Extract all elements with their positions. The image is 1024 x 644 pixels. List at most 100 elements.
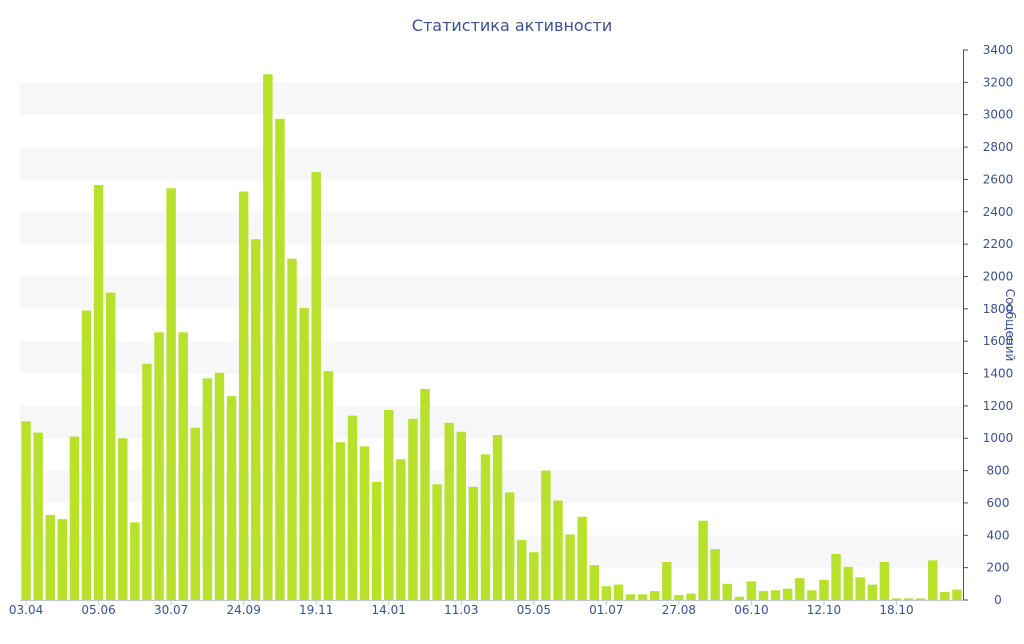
- bar: [444, 422, 454, 600]
- bar: [33, 432, 43, 600]
- bar: [589, 565, 599, 600]
- bar: [480, 454, 491, 600]
- bar: [371, 481, 382, 600]
- bar: [758, 591, 769, 600]
- bar: [251, 239, 261, 600]
- y-tick-label: 0: [994, 593, 1002, 607]
- x-tick-label: 30.07: [154, 603, 188, 617]
- bar: [915, 598, 926, 600]
- bar: [517, 540, 527, 600]
- grid-band: [20, 470, 963, 503]
- bar: [93, 185, 104, 600]
- y-tick-label: 3400: [983, 43, 1014, 57]
- y-tick-label: 3200: [983, 75, 1014, 89]
- bar: [238, 191, 249, 601]
- bars-group: [21, 74, 962, 601]
- bar: [347, 415, 358, 600]
- bar: [698, 520, 708, 600]
- bar: [734, 596, 745, 600]
- bar: [637, 594, 648, 600]
- bar: [130, 522, 140, 600]
- bar: [650, 591, 660, 600]
- bar: [565, 534, 575, 600]
- bar: [940, 591, 950, 600]
- grid-band: [20, 535, 963, 568]
- bar: [311, 172, 321, 600]
- bar: [263, 74, 273, 600]
- x-tick-label: 03.04: [9, 603, 43, 617]
- bar: [625, 594, 636, 600]
- bar: [214, 372, 225, 600]
- x-tick-label: 05.06: [81, 603, 115, 617]
- y-tick-label: 2800: [983, 140, 1014, 154]
- bar: [891, 598, 902, 600]
- grid-band: [20, 82, 963, 115]
- grid-band: [20, 276, 963, 309]
- bar: [142, 363, 152, 600]
- bar: [408, 418, 418, 600]
- bar: [529, 552, 539, 600]
- bar: [577, 516, 587, 600]
- bar: [81, 310, 92, 600]
- bar: [178, 332, 188, 600]
- grid-band: [20, 341, 963, 374]
- y-tick-label: 600: [987, 496, 1010, 510]
- bar: [323, 371, 333, 600]
- bar: [21, 421, 31, 600]
- bar: [746, 581, 757, 600]
- x-tick-label: 12.10: [807, 603, 841, 617]
- bar: [190, 427, 201, 600]
- bar: [432, 484, 442, 600]
- bar: [843, 566, 853, 600]
- bar: [45, 515, 55, 600]
- bar: [674, 595, 684, 600]
- bar: [299, 308, 309, 600]
- grid-band: [20, 405, 963, 439]
- x-tick-label: 11.03: [444, 603, 478, 617]
- y-tick-label: 800: [987, 464, 1010, 478]
- x-tick-label: 14.01: [372, 603, 406, 617]
- bar: [154, 332, 164, 600]
- bar: [105, 292, 116, 600]
- bar: [226, 396, 237, 600]
- bar: [335, 442, 346, 600]
- bar: [795, 578, 805, 600]
- chart-title: Статистика активности: [412, 16, 612, 35]
- bar: [57, 519, 68, 600]
- x-tick-label: 18.10: [879, 603, 913, 617]
- bar: [118, 438, 128, 600]
- bar: [69, 436, 80, 600]
- bar: [952, 589, 962, 600]
- x-tick-label: 19.11: [299, 603, 333, 617]
- bar: [662, 561, 672, 600]
- bar: [879, 561, 890, 600]
- bar: [903, 598, 914, 600]
- bar: [468, 486, 479, 600]
- bar: [396, 459, 406, 600]
- y-tick-label: 1200: [983, 399, 1014, 413]
- bar: [807, 590, 817, 600]
- x-tick-label: 24.09: [226, 603, 260, 617]
- bar: [855, 577, 865, 600]
- bar: [722, 583, 732, 600]
- bar: [601, 586, 612, 600]
- grid-band: [20, 211, 963, 245]
- bar: [166, 188, 176, 600]
- x-tick-label: 27.08: [662, 603, 696, 617]
- grid-bands: [20, 82, 963, 568]
- bar: [492, 435, 503, 600]
- y-tick-label: 2400: [983, 205, 1014, 219]
- bar: [928, 560, 938, 600]
- y-axis-label: Сообщений: [1003, 289, 1017, 362]
- y-tick-label: 200: [987, 561, 1010, 575]
- bar: [782, 588, 793, 600]
- y-tick-label: 2600: [983, 172, 1014, 186]
- bar: [359, 446, 370, 600]
- bar: [202, 378, 213, 600]
- bar: [819, 579, 829, 600]
- bar: [867, 584, 878, 600]
- bar: [613, 584, 624, 600]
- bar: [275, 118, 285, 600]
